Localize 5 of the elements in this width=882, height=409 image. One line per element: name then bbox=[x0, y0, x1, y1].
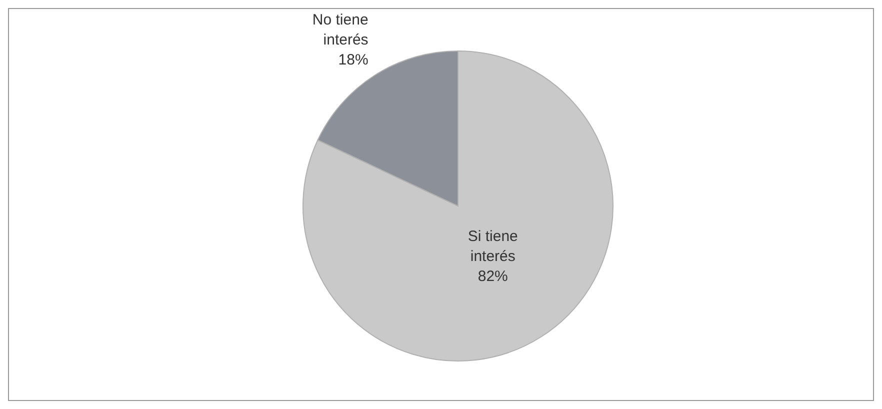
slice-label: No tiene interés bbox=[312, 12, 368, 49]
slice-label: Si tiene interés bbox=[468, 228, 518, 265]
data-label: 18% bbox=[338, 52, 368, 69]
pie-slice bbox=[302, 50, 614, 362]
data-label: 82% bbox=[478, 268, 508, 285]
